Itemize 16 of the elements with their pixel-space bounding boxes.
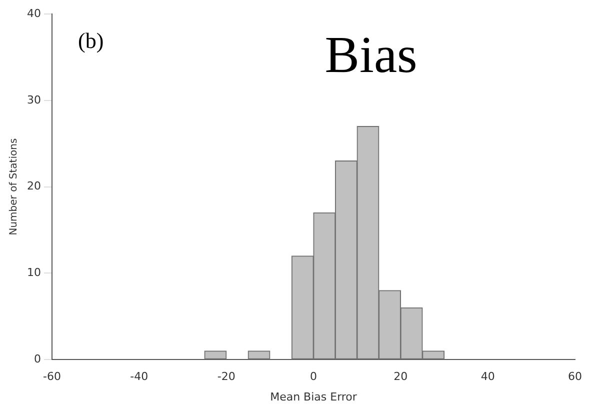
x-tick-label: -20 [217,370,236,384]
y-tick-label: 0 [34,352,41,366]
annotation: (b) [78,28,104,53]
x-tick-label: -60 [43,370,61,384]
x-tick-label: 60 [568,370,582,384]
x-tick-label: -40 [130,370,148,384]
y-tick-label: 10 [26,266,41,280]
y-tick-label: 20 [26,180,41,193]
y-axis-title: Number of Stations [8,138,20,236]
chart-title: Bias [324,27,418,84]
y-tick-label: 30 [26,93,41,106]
x-tick-label: 20 [394,370,408,384]
x-tick-label: 40 [480,370,495,384]
x-tick-label: 0 [310,370,317,384]
y-tick-label: 40 [26,6,41,20]
x-axis-title: Mean Bias Error [270,390,358,404]
